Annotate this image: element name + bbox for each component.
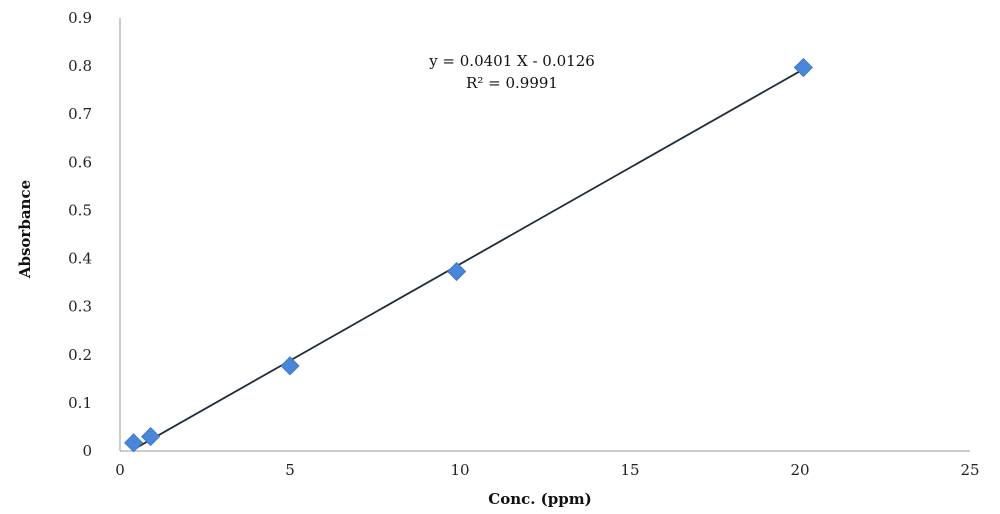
y-tick-label: 0.5 [68,201,92,219]
y-tick-labels: 0 0.1 0.2 0.3 0.4 0.5 0.6 0.7 0.8 0.9 [68,9,92,460]
trendline-equation: y = 0.0401 X - 0.0126 [428,52,595,70]
data-point-diamond [124,433,144,453]
data-point-diamond [793,57,813,78]
y-tick-label: 0.2 [68,346,92,364]
y-tick-label: 0.8 [68,57,92,75]
data-points [124,57,813,453]
x-axis-title: Conc. (ppm) [488,490,591,508]
data-point-diamond [447,261,467,282]
axes [119,18,970,452]
data-point-diamond [141,427,161,447]
data-point-diamond [280,356,300,376]
y-axis-title: Absorbance [16,180,34,279]
r-squared-label: R² = 0.9991 [466,74,558,92]
x-tick-label: 10 [450,461,469,479]
y-tick-label: 0.6 [68,153,92,171]
trendline [136,70,801,449]
x-tick-label: 20 [790,461,809,479]
y-tick-label: 0.7 [68,105,92,123]
y-tick-label: 0.3 [68,298,92,316]
x-tick-label: 25 [960,461,979,479]
y-tick-label: 0.1 [68,394,92,412]
y-tick-label: 0 [82,442,92,460]
x-tick-label: 15 [620,461,639,479]
y-tick-label: 0.4 [68,250,92,268]
x-tick-label: 5 [285,461,295,479]
x-tick-labels: 0 5 10 15 20 25 [115,461,979,479]
x-tick-label: 0 [115,461,125,479]
y-tick-label: 0.9 [68,9,92,27]
